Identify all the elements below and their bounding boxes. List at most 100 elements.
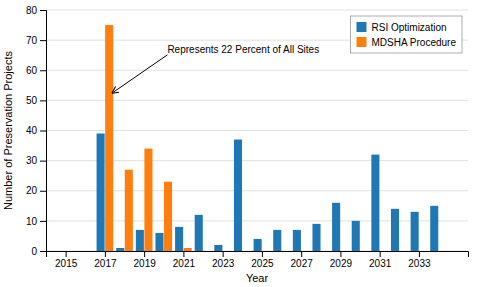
bar [195, 215, 203, 251]
y-tick-mark [40, 221, 46, 222]
plot-area: 2015 2017 2019 2021 2023 2025 2027 2029 2031 2033… [26, 5, 469, 269]
x-axis: 2015 2017 2019 2021 2023 2025 2027 2029 2031 2033 [47, 251, 469, 269]
y-tick: 20 [26, 185, 46, 196]
bars [97, 25, 439, 251]
x-tick-label: 2031 [369, 258, 392, 269]
x-tick-label: 2033 [408, 258, 431, 269]
y-tick-label: 40 [26, 125, 38, 136]
bar [411, 212, 419, 251]
x-tick-label: 2015 [55, 258, 78, 269]
bar [184, 248, 192, 251]
y-tick: 10 [26, 216, 46, 227]
x-tick: 2033 [408, 251, 431, 269]
y-tick-label: 50 [26, 95, 38, 106]
x-tick-mark [419, 251, 420, 257]
x-axis-line [47, 252, 469, 258]
y-tick-mark [40, 100, 46, 101]
bar [116, 248, 124, 251]
legend: RSI Optimization MDSHA Procedure [351, 16, 462, 53]
y-tick-label: 30 [26, 155, 38, 166]
x-tick-label: 2017 [94, 258, 117, 269]
bar [155, 233, 163, 251]
legend-box [351, 16, 462, 53]
y-tick-label: 80 [26, 5, 38, 16]
x-tick-mark [66, 251, 67, 257]
chart: 2015 2017 2019 2021 2023 2025 2027 2029 2031 2033… [0, 0, 480, 287]
y-tick-label: 60 [26, 65, 38, 76]
x-tick-mark [380, 251, 381, 257]
y-tick-label: 70 [26, 35, 38, 46]
y-tick-mark [40, 10, 46, 11]
x-tick-label: 2019 [134, 258, 157, 269]
y-axis: 0 10 20 30 40 50 60 70 80 [26, 5, 47, 257]
y-tick-label: 20 [26, 185, 38, 196]
bar [125, 170, 133, 251]
x-tick-label: 2021 [173, 258, 196, 269]
grid-line [46, 10, 468, 11]
y-tick: 60 [26, 65, 46, 76]
x-tick: 2019 [134, 251, 157, 269]
x-tick: 2021 [173, 251, 196, 269]
bar [371, 155, 379, 251]
y-tick: 40 [26, 125, 46, 136]
x-tick: 2025 [251, 251, 274, 269]
bar [164, 182, 172, 251]
x-tick-mark [183, 251, 184, 257]
bar [332, 203, 340, 251]
y-tick: 70 [26, 35, 46, 46]
bar-series [97, 134, 439, 251]
x-tick-label: 2025 [251, 258, 274, 269]
legend-item: MDSHA Procedure [357, 37, 457, 48]
x-tick: 2015 [55, 251, 78, 269]
x-tick-label: 2027 [291, 258, 314, 269]
x-tick-mark [262, 251, 263, 257]
bar [273, 230, 281, 251]
x-tick-mark [301, 251, 302, 257]
legend-label: MDSHA Procedure [372, 37, 457, 48]
bar [254, 239, 262, 251]
bar [391, 209, 399, 251]
annotation: Represents 22 Percent of All Sites [112, 44, 319, 93]
bar [105, 25, 113, 251]
y-tick-label: 10 [26, 216, 38, 227]
x-tick-label: 2023 [212, 258, 235, 269]
y-axis-line [40, 11, 47, 252]
legend-label: RSI Optimization [372, 22, 447, 33]
y-tick: 30 [26, 155, 46, 166]
x-tick: 2031 [369, 251, 392, 269]
y-tick-mark [40, 70, 46, 71]
bar [136, 230, 144, 251]
grid [46, 10, 468, 251]
x-tick: 2027 [291, 251, 314, 269]
y-tick: 50 [26, 95, 46, 106]
bar [430, 206, 438, 251]
y-tick-mark [40, 251, 46, 252]
x-tick-mark [105, 251, 106, 257]
bar [144, 149, 152, 251]
y-tick: 80 [26, 5, 46, 16]
x-tick-mark [223, 251, 224, 257]
bar [312, 224, 320, 251]
legend-swatch [357, 22, 367, 32]
x-axis-title: Year [246, 272, 269, 284]
annotation-arrow [112, 55, 167, 93]
bar [234, 140, 242, 251]
bar [175, 227, 183, 251]
x-tick-label: 2029 [330, 258, 353, 269]
bar [214, 245, 222, 251]
y-axis-title: Number of Preservation Projects [2, 51, 14, 210]
bar [293, 230, 301, 251]
x-tick-mark [144, 251, 145, 257]
bar-series [105, 25, 192, 251]
y-tick: 0 [31, 246, 46, 257]
x-tick: 2029 [330, 251, 353, 269]
x-tick: 2023 [212, 251, 235, 269]
y-tick-mark [40, 191, 46, 192]
y-tick-mark [40, 131, 46, 132]
annotation-text: Represents 22 Percent of All Sites [167, 44, 319, 55]
bar [97, 134, 105, 251]
x-tick: 2017 [94, 251, 117, 269]
legend-item: RSI Optimization [357, 22, 447, 33]
y-tick-mark [40, 161, 46, 162]
legend-swatch [357, 37, 367, 47]
